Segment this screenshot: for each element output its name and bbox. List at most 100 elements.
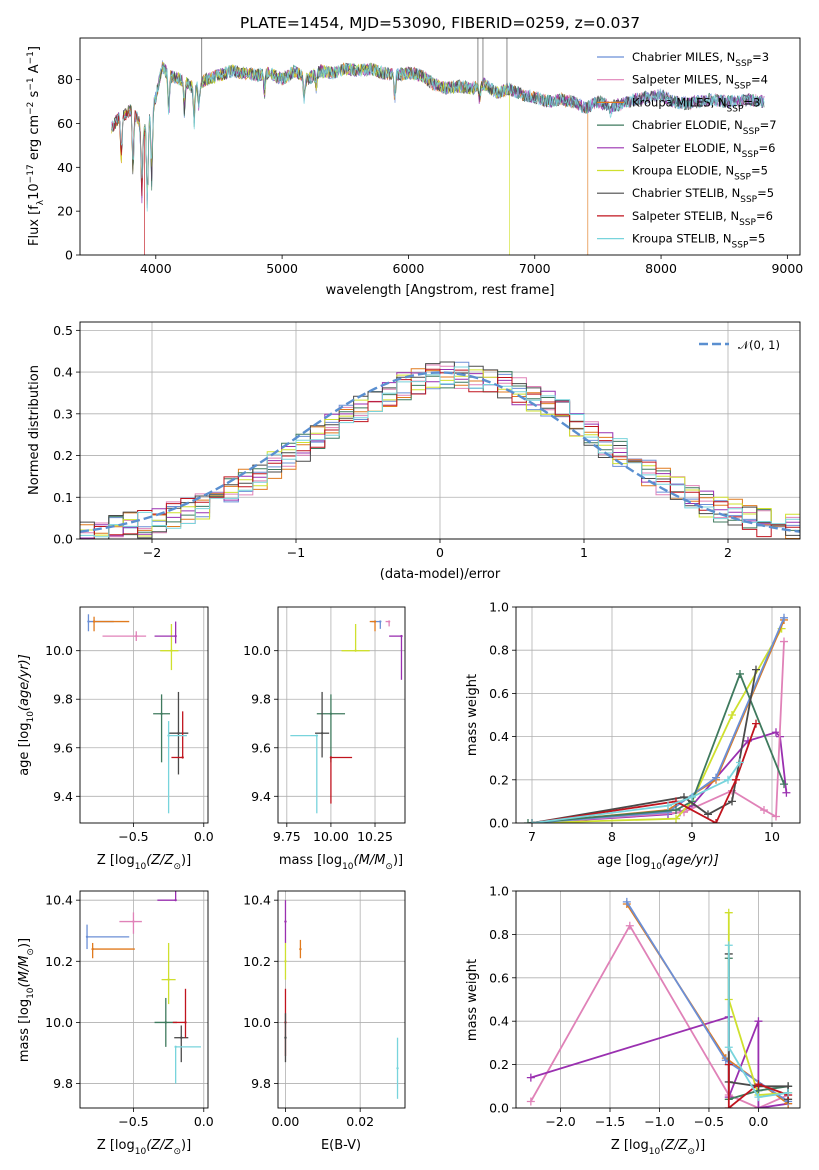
label-part: mass weight: [465, 959, 480, 1041]
y-axis-label: Normed distribution: [27, 365, 42, 495]
data-point-marker: [736, 758, 744, 767]
label-part: Chabrier ELODIE, N: [632, 118, 743, 132]
x-tick-label: 0.02: [346, 1114, 374, 1129]
label-part: 10: [135, 1147, 147, 1157]
data-point-marker: [526, 1073, 535, 1082]
data-point-marker: [728, 797, 736, 806]
label-part: s: [27, 90, 42, 101]
y-tick-label: 10.0: [243, 643, 271, 658]
plot-area: [290, 620, 403, 814]
x-tick-label: 4000: [140, 261, 172, 276]
x-tick-label: −0.5: [118, 829, 148, 844]
y-tick-label: 10.0: [45, 643, 73, 658]
label-part: Chabrier MILES, N: [632, 50, 735, 64]
x-axis-label: (data-model)/error: [380, 567, 501, 582]
data-point: [177, 732, 180, 735]
y-tick-label: 9.8: [251, 1076, 271, 1091]
label-part: )]: [181, 1138, 191, 1153]
y-tick-label: 9.4: [251, 789, 271, 804]
data-point: [181, 756, 184, 759]
label-part: Z [log: [97, 1138, 135, 1153]
label-part: 10: [26, 711, 36, 723]
y-tick-label: 0.2: [489, 772, 509, 787]
data-point-marker: [780, 613, 788, 622]
y-tick-label: 0.6: [489, 970, 509, 985]
x-tick-label: 0.0: [748, 1114, 768, 1129]
y-tick-label: 10.4: [243, 893, 271, 908]
label-part: λ: [36, 199, 46, 205]
data-point-marker: [712, 819, 720, 823]
y-tick-label: 0.4: [489, 729, 509, 744]
legend-entry: Chabrier STELIB, NSSP=5: [632, 186, 774, 205]
data-point-marker: [526, 1097, 535, 1106]
plot-area: [524, 613, 791, 823]
label-part: (Z/Z: [146, 1138, 174, 1153]
axes-frame: [515, 890, 801, 1109]
axes-frame: [277, 890, 406, 1109]
label-part: −1: [26, 51, 36, 64]
x-tick-label: 8: [608, 829, 616, 844]
label-part: Z [log: [97, 853, 135, 868]
label-part: )]: [695, 1138, 705, 1153]
x-tick-label: 8000: [645, 261, 677, 276]
plot-area: [87, 614, 189, 814]
data-point-marker: [752, 665, 760, 674]
label-part: ⊙: [173, 1147, 181, 1157]
legend-entry: Salpeter MILES, NSSP=4: [632, 73, 768, 92]
spectrum-line-kroupa-stelib: [111, 62, 765, 212]
plot-area: [80, 361, 800, 539]
series-line-chabrier-miles: [626, 901, 789, 1103]
series-line-salpeter-stelib: [531, 723, 757, 823]
label-part: Z [log: [611, 1138, 649, 1153]
label-part: SSP: [732, 241, 749, 251]
label-part: Normed distribution: [27, 365, 42, 495]
data-point-marker: [712, 773, 720, 782]
legend-entry: Kroupa STELIB, NSSP=5: [632, 232, 765, 251]
series-line-chabrier-elodie: [527, 671, 785, 823]
label-part: (age/yr)]: [662, 853, 719, 868]
massweight-vs-metallicity-panel: −2.0 −1.5 −1.0 −0.5 0.0 0.0 0.2 0.4 0.6 0.8 1.0 Z […: [465, 884, 801, 1157]
data-point: [174, 898, 177, 902]
label-part: −2: [26, 102, 36, 115]
mass-vs-ebv-panel: 0.00 0.02 9.8 10.0 10.2 10.4 E(B-V): [243, 890, 406, 1153]
y-tick-label: 0.0: [489, 1101, 509, 1116]
label-part: age [log: [597, 853, 650, 868]
y-tick-label: 40: [57, 160, 73, 175]
y-axis-label: Flux [fλ10−17 erg cm−2 s−1 A−1]: [26, 46, 46, 246]
label-part: (M/M: [354, 853, 386, 868]
label-part: SSP: [739, 218, 756, 228]
x-axis-label: E(B-V): [321, 1138, 361, 1153]
x-tick-label: 9.75: [273, 829, 301, 844]
histogram-step-salpeter-stelib: [80, 368, 800, 539]
data-point: [135, 634, 138, 638]
x-tick-label: 0.0: [194, 829, 214, 844]
y-tick-label: 0.8: [489, 643, 509, 658]
x-axis-label: mass [log10(M/M⊙)]: [279, 853, 403, 872]
label-part: (M/M: [17, 956, 32, 988]
label-part: ]: [27, 46, 42, 51]
label-part: (Z/Z: [660, 1138, 688, 1153]
plot-area: [526, 897, 793, 1108]
label-part: 10: [342, 862, 354, 872]
data-point: [320, 732, 324, 735]
label-part: erg cm: [27, 115, 42, 164]
x-tick-label: 0.0: [194, 1114, 214, 1129]
data-point: [329, 712, 333, 715]
data-point-marker: [724, 1043, 733, 1052]
data-point-marker: [728, 711, 736, 719]
data-point: [180, 1036, 183, 1039]
data-point-marker: [782, 788, 791, 797]
x-axis-label: Z [log10(Z/Z⊙)]: [97, 853, 191, 872]
x-tick-label: 6000: [393, 261, 425, 276]
label-part: mass [log: [279, 853, 342, 868]
label-part: Chabrier STELIB, N: [632, 186, 740, 200]
data-point: [284, 960, 287, 963]
label-part: mass [log: [17, 999, 32, 1062]
y-tick-label: 10.4: [45, 893, 73, 908]
x-tick-label: 7: [528, 829, 536, 844]
y-tick-label: 0.5: [53, 323, 73, 338]
data-point-marker: [754, 1017, 763, 1026]
x-tick-label: 2: [724, 545, 732, 560]
